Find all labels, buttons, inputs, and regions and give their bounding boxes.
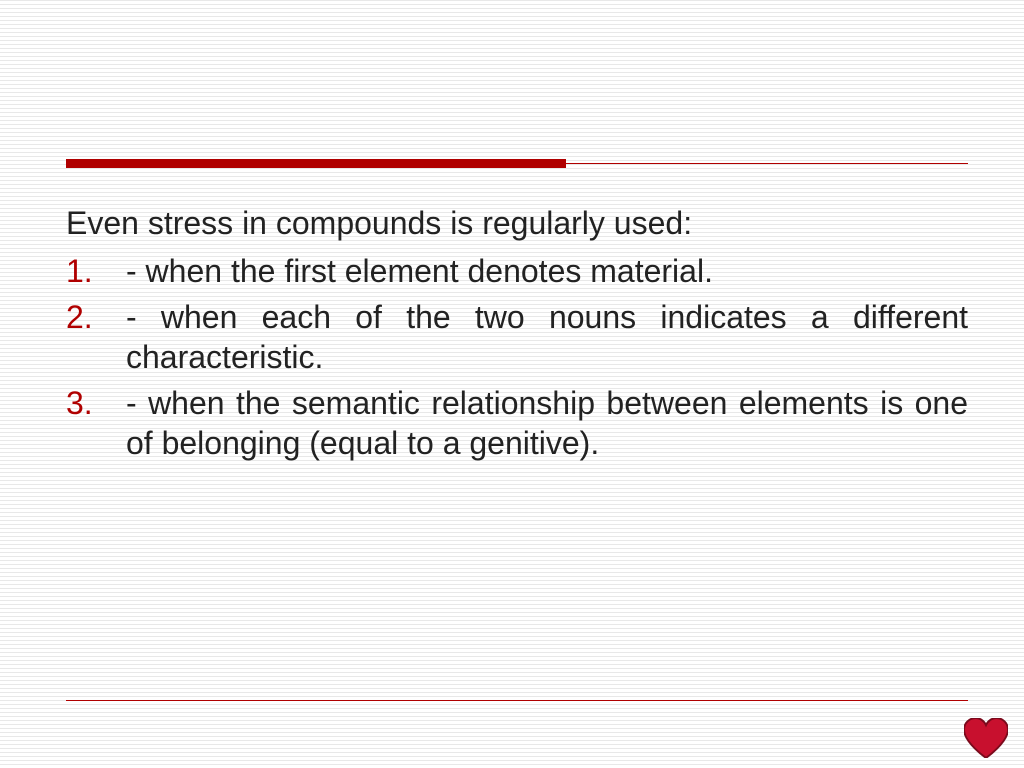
slide-content: Even stress in compounds is regularly us…	[66, 155, 968, 469]
list-text: - when the semantic relationship between…	[126, 385, 968, 461]
list-item: 2. - when each of the two nouns indicate…	[66, 297, 968, 377]
list-number: 2.	[66, 297, 114, 337]
bottom-rule	[66, 700, 968, 701]
heart-icon	[964, 718, 1008, 758]
text-block: Even stress in compounds is regularly us…	[66, 203, 968, 463]
numbered-list: 1. - when the first element denotes mate…	[66, 251, 968, 463]
list-number: 1.	[66, 251, 114, 291]
list-text: - when each of the two nouns indicates a…	[126, 299, 968, 375]
intro-text: Even stress in compounds is regularly us…	[66, 203, 968, 243]
list-item: 3. - when the semantic relationship betw…	[66, 383, 968, 463]
top-rule	[66, 155, 968, 185]
list-item: 1. - when the first element denotes mate…	[66, 251, 968, 291]
top-rule-thick	[66, 159, 566, 168]
list-text: - when the first element denotes materia…	[126, 253, 713, 289]
intro-paragraph: Even stress in compounds is regularly us…	[66, 203, 968, 243]
list-number: 3.	[66, 383, 114, 423]
